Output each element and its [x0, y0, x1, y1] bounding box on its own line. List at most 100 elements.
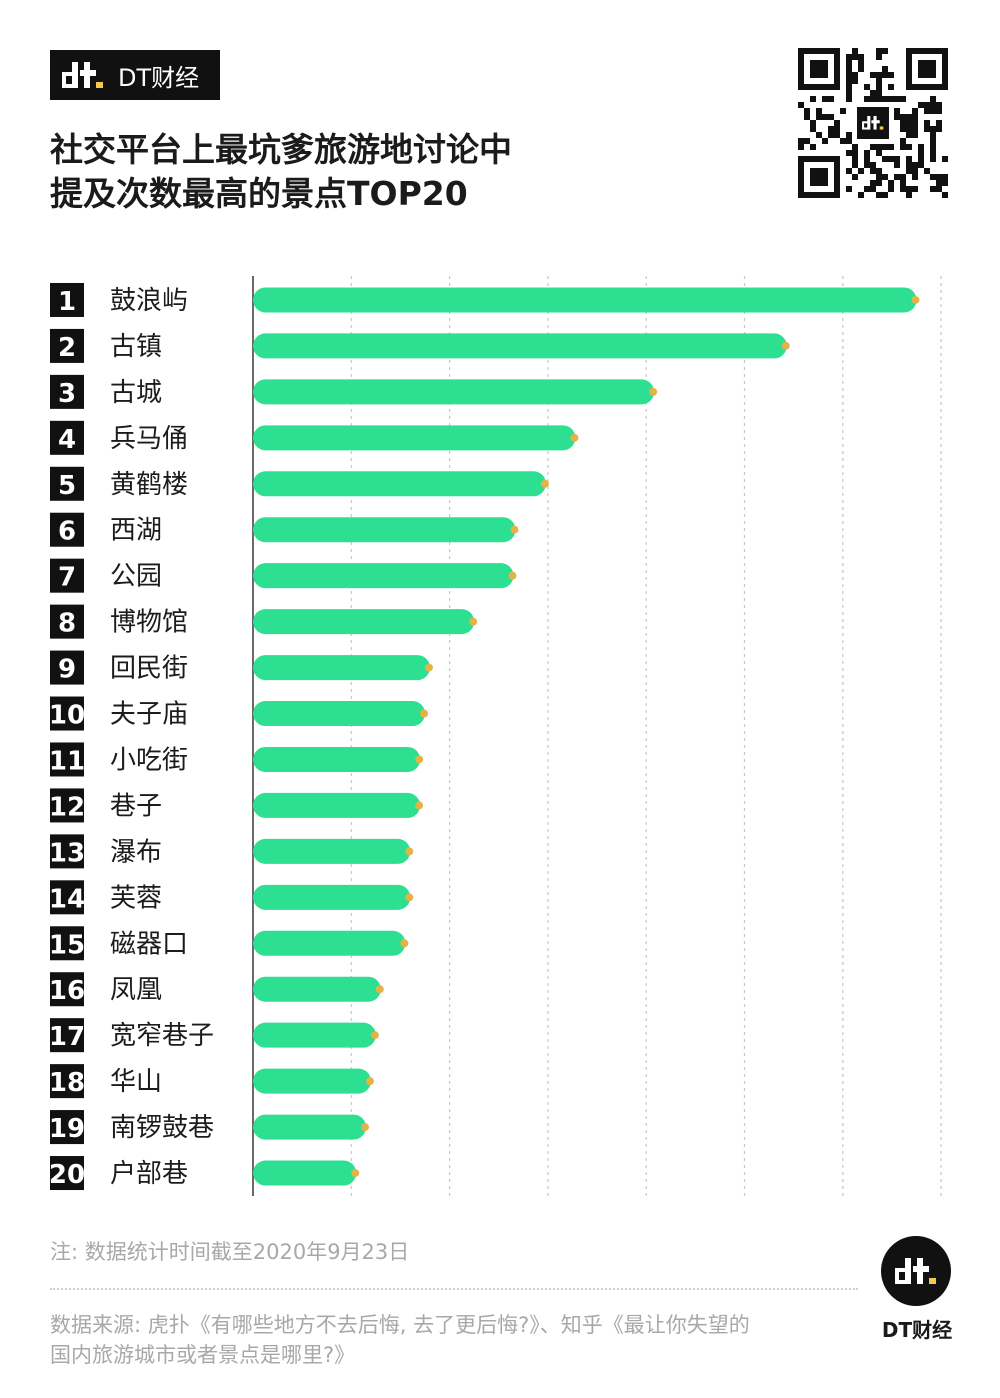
rank-box [50, 972, 84, 1007]
brand-name: DT财经 [118, 63, 200, 92]
rank-box [50, 1064, 84, 1099]
rank-number: 6 [58, 517, 76, 547]
bar-endpoint [540, 479, 549, 488]
bar-endpoint [424, 663, 433, 672]
rank-number: 18 [49, 1068, 85, 1098]
rank-number: 15 [49, 930, 85, 960]
bar-endpoint [400, 939, 409, 948]
rank-number: 7 [58, 563, 76, 593]
rank-box [50, 374, 84, 409]
category-label: 小吃街 [110, 745, 188, 775]
rank-number: 16 [49, 976, 85, 1006]
rank-number: 17 [49, 1022, 85, 1052]
bar [253, 746, 421, 772]
rank-number: 11 [49, 746, 85, 776]
category-label: 宽窄巷子 [110, 1021, 214, 1051]
category-label: 兵马俑 [110, 424, 188, 454]
bar-endpoint [508, 571, 517, 580]
rank-number: 3 [58, 379, 76, 409]
rank-box [50, 420, 84, 455]
bar [253, 655, 430, 681]
title-line-1: 社交平台上最坑爹旅游地讨论中 [50, 130, 512, 169]
bar [253, 701, 426, 727]
rank-number: 19 [49, 1114, 85, 1144]
bar [253, 1068, 371, 1094]
category-label: 华山 [110, 1067, 162, 1097]
category-label: 古镇 [110, 332, 162, 362]
footnote: 注: 数据统计时间截至2020年9月23日 [50, 1240, 410, 1264]
rank-box [50, 788, 84, 823]
rank-number: 5 [58, 471, 76, 501]
category-label: 南锣鼓巷 [110, 1113, 214, 1143]
rank-number: 2 [58, 333, 76, 363]
rank-number: 10 [49, 701, 85, 731]
rank-box [50, 880, 84, 915]
bar [253, 379, 655, 405]
bar-endpoint [911, 295, 920, 304]
rank-box [50, 558, 84, 593]
rank-box [50, 742, 84, 777]
rank-box [50, 604, 84, 639]
dt-logo-icon [62, 62, 103, 88]
bar [253, 884, 411, 910]
rank-box [50, 466, 84, 501]
category-label: 西湖 [110, 516, 162, 546]
rank-number: 12 [49, 792, 85, 822]
category-label: 黄鹤楼 [110, 470, 188, 500]
category-label: 鼓浪屿 [110, 286, 188, 316]
rank-number: 8 [58, 609, 76, 639]
bar-endpoint [365, 1077, 374, 1086]
bar [253, 976, 381, 1002]
bar-endpoint [649, 387, 658, 396]
rank-box [50, 834, 84, 869]
bar [253, 792, 421, 818]
rank-box [50, 650, 84, 685]
rank-number: 1 [58, 287, 76, 317]
rank-box [50, 1156, 84, 1191]
brand-badge: DT财经 [50, 50, 220, 100]
footer-divider [50, 1288, 858, 1290]
rank-box [50, 1018, 84, 1053]
category-label: 公园 [110, 562, 162, 592]
bar [253, 1114, 367, 1140]
category-label: 瀑布 [110, 837, 162, 867]
title-line-2: 提及次数最高的景点TOP20 [50, 174, 468, 213]
bar [253, 609, 475, 635]
bar [253, 563, 514, 589]
category-label: 户部巷 [110, 1159, 188, 1189]
bar-endpoint [351, 1169, 360, 1178]
rank-box [50, 328, 84, 363]
category-label: 凤凰 [110, 975, 162, 1005]
source-line-1: 数据来源: 虎扑《有哪些地方不去后悔, 去了更后悔?》、知乎《最让你失望的 [50, 1313, 750, 1337]
rank-number: 20 [49, 1160, 85, 1190]
rank-number: 13 [49, 838, 85, 868]
category-label: 夫子庙 [110, 700, 188, 730]
category-label: 回民街 [110, 654, 188, 684]
footer-logo [881, 1236, 951, 1306]
dt-logo-icon [895, 1258, 936, 1284]
rank-box [50, 512, 84, 547]
bar [253, 287, 917, 313]
bar-endpoint [415, 801, 424, 810]
category-label: 博物馆 [110, 608, 188, 638]
page-title: 社交平台上最坑爹旅游地讨论中 提及次数最高的景点TOP20 [50, 128, 670, 216]
bar-endpoint [405, 893, 414, 902]
data-source: 数据来源: 虎扑《有哪些地方不去后悔, 去了更后悔?》、知乎《最让你失望的 国内… [50, 1310, 840, 1370]
bar [253, 1022, 376, 1048]
bar-endpoint [415, 755, 424, 764]
bar-endpoint [420, 709, 429, 718]
category-label: 磁器口 [110, 929, 188, 959]
rank-box [50, 926, 84, 961]
bar-endpoint [781, 341, 790, 350]
bar [253, 838, 411, 864]
rank-number: 14 [49, 884, 85, 914]
category-label: 芙蓉 [110, 883, 162, 913]
bar-endpoint [361, 1123, 370, 1132]
category-label: 巷子 [110, 791, 162, 821]
bar-endpoint [510, 525, 519, 534]
bar [253, 1160, 357, 1186]
bar-endpoint [570, 433, 579, 442]
rank-number: 9 [58, 655, 76, 685]
bar [253, 471, 546, 497]
rank-box [50, 282, 84, 317]
